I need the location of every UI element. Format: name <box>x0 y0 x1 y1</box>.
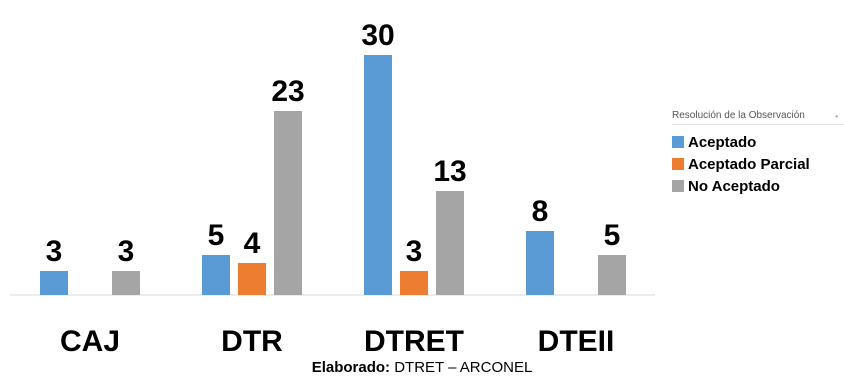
legend-title-text: Resolución de la Observación <box>672 110 805 121</box>
data-label-dtr-aceptado: 5 <box>208 219 225 252</box>
data-label-dtr-no-aceptado: 23 <box>271 75 304 108</box>
legend-item-aceptado-parcial: Aceptado Parcial <box>672 153 844 175</box>
legend-swatch-aceptado-parcial <box>672 158 684 170</box>
legend: Resolución de la Observación • Aceptado … <box>672 110 844 197</box>
bar-dtr-aceptado-parcial <box>238 263 266 295</box>
legend-item-no-aceptado: No Aceptado <box>672 175 844 197</box>
data-label-dtret-aceptado-parcial: 3 <box>406 235 423 268</box>
category-labels-layer: CAJ DTR DTRET DTEII <box>60 325 614 358</box>
bar-dteii-no-aceptado <box>598 255 626 295</box>
data-label-caj-aceptado: 3 <box>46 235 63 268</box>
bar-dtret-aceptado-parcial <box>400 271 428 295</box>
legend-title: Resolución de la Observación • <box>672 110 844 125</box>
bar-dtret-aceptado <box>364 55 392 295</box>
data-label-dtret-aceptado: 30 <box>361 19 394 52</box>
category-label-dtret: DTRET <box>364 325 464 358</box>
caption-prefix: Elaborado: <box>311 359 391 376</box>
legend-item-aceptado: Aceptado <box>672 131 844 153</box>
bars-layer <box>40 55 626 295</box>
bar-caj-aceptado <box>40 271 68 295</box>
bar-dtret-no-aceptado <box>436 191 464 295</box>
data-label-dtret-no-aceptado: 13 <box>433 155 466 188</box>
data-label-dteii-aceptado: 8 <box>532 195 549 228</box>
legend-label-aceptado-parcial: Aceptado Parcial <box>688 155 810 173</box>
legend-label-aceptado: Aceptado <box>688 133 757 151</box>
legend-label-no-aceptado: No Aceptado <box>688 177 780 195</box>
legend-dot-icon: • <box>835 112 838 121</box>
bar-dteii-aceptado <box>526 231 554 295</box>
bar-dtr-aceptado <box>202 255 230 295</box>
legend-swatch-no-aceptado <box>672 180 684 192</box>
bar-dtr-no-aceptado <box>274 111 302 295</box>
chart-caption: Elaborado: DTRET – ARCONEL <box>0 359 844 376</box>
data-label-dtr-aceptado-parcial: 4 <box>244 227 261 260</box>
bar-caj-no-aceptado <box>112 271 140 295</box>
category-label-caj: CAJ <box>60 325 120 358</box>
category-label-dtr: DTR <box>221 325 283 358</box>
legend-swatch-aceptado <box>672 136 684 148</box>
caption-text: DTRET – ARCONEL <box>390 359 533 376</box>
data-label-caj-no-aceptado: 3 <box>118 235 135 268</box>
category-label-dteii: DTEII <box>538 325 615 358</box>
data-label-dteii-no-aceptado: 5 <box>604 219 621 252</box>
